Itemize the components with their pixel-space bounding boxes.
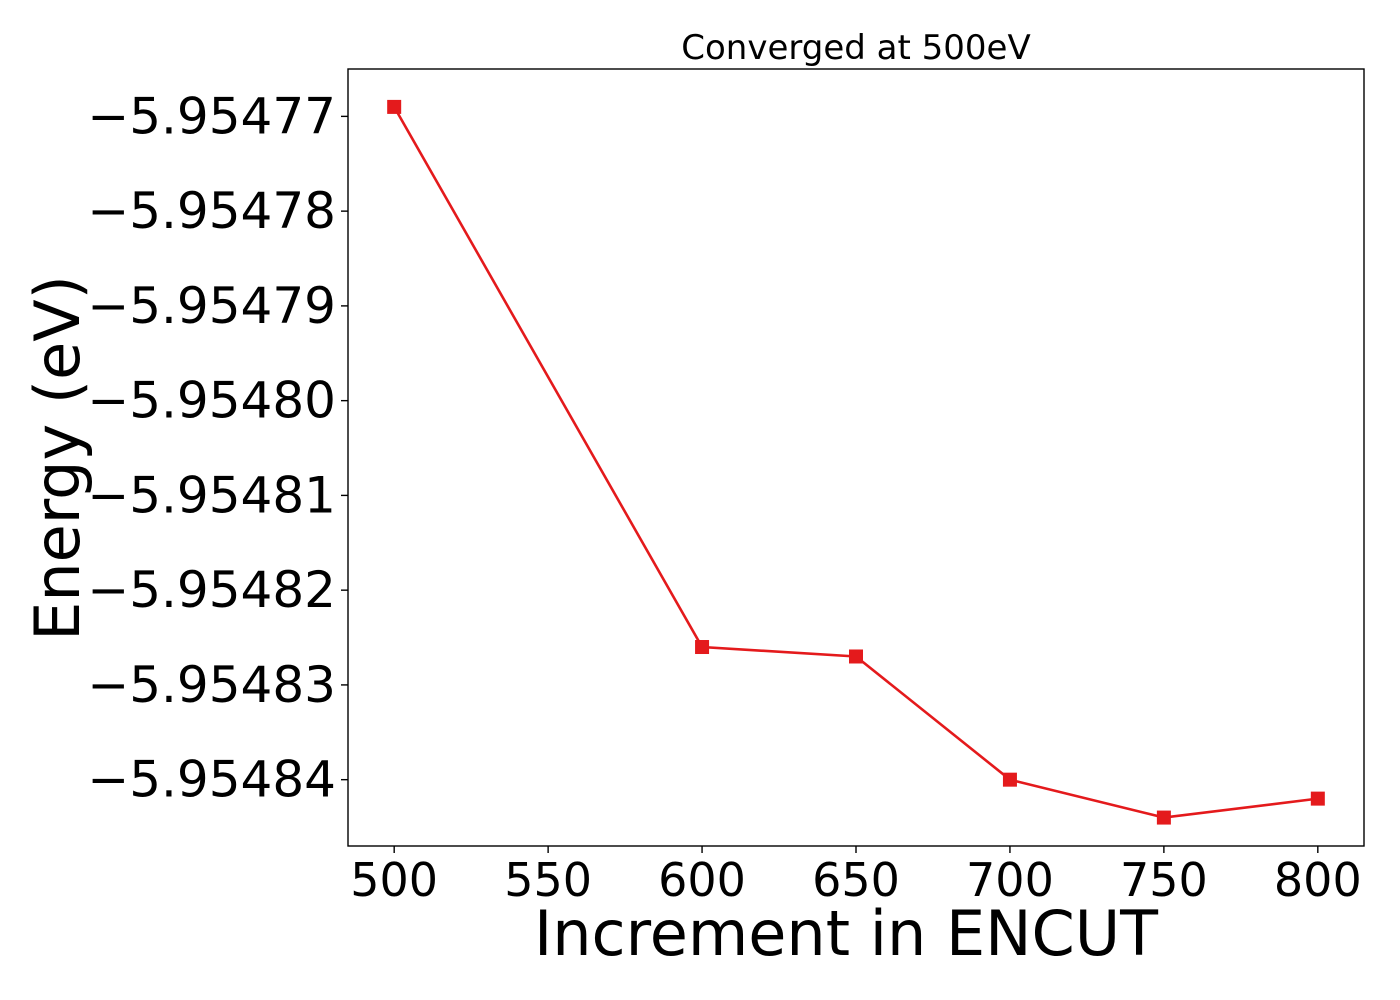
x-tick-label: 600 [658, 853, 746, 907]
x-tick-label: 550 [504, 853, 592, 907]
x-axis-label: Increment in ENCUT [534, 897, 1159, 970]
y-axis-ticks: −5.95477 −5.95478 −5.95479 −5.95480 −5.95481… [87, 87, 348, 809]
series-layer [387, 99, 1325, 825]
x-tick-label: 800 [1274, 853, 1362, 907]
chart-title: Converged at 500eV [681, 28, 1030, 68]
plot-frame [347, 68, 1365, 847]
data-point-marker [695, 640, 710, 655]
y-tick-label: −5.95484 [87, 751, 336, 809]
y-tick-label: −5.95479 [87, 277, 336, 335]
data-point-marker [1002, 772, 1017, 787]
x-tick-label: 650 [812, 853, 900, 907]
y-tick-label: −5.95482 [87, 561, 336, 619]
y-tick-label: −5.95483 [87, 656, 336, 714]
data-point-marker [1156, 810, 1171, 825]
y-tick-label: −5.95480 [87, 372, 336, 430]
y-tick-label: −5.95478 [87, 182, 336, 240]
y-tick-label: −5.95481 [87, 466, 336, 524]
x-axis-ticks: 500 550 600 650 700 750 800 [350, 846, 1362, 907]
data-point-marker [849, 649, 863, 664]
x-tick-label: 750 [1120, 853, 1208, 907]
x-tick-label: 700 [966, 853, 1054, 907]
y-tick-label: −5.95477 [87, 87, 336, 145]
series-line [393, 106, 1318, 819]
data-point-marker [1310, 791, 1325, 806]
x-tick-label: 500 [350, 853, 438, 907]
data-point-marker [387, 99, 402, 114]
y-axis-label: Energy (eV) [21, 275, 94, 641]
